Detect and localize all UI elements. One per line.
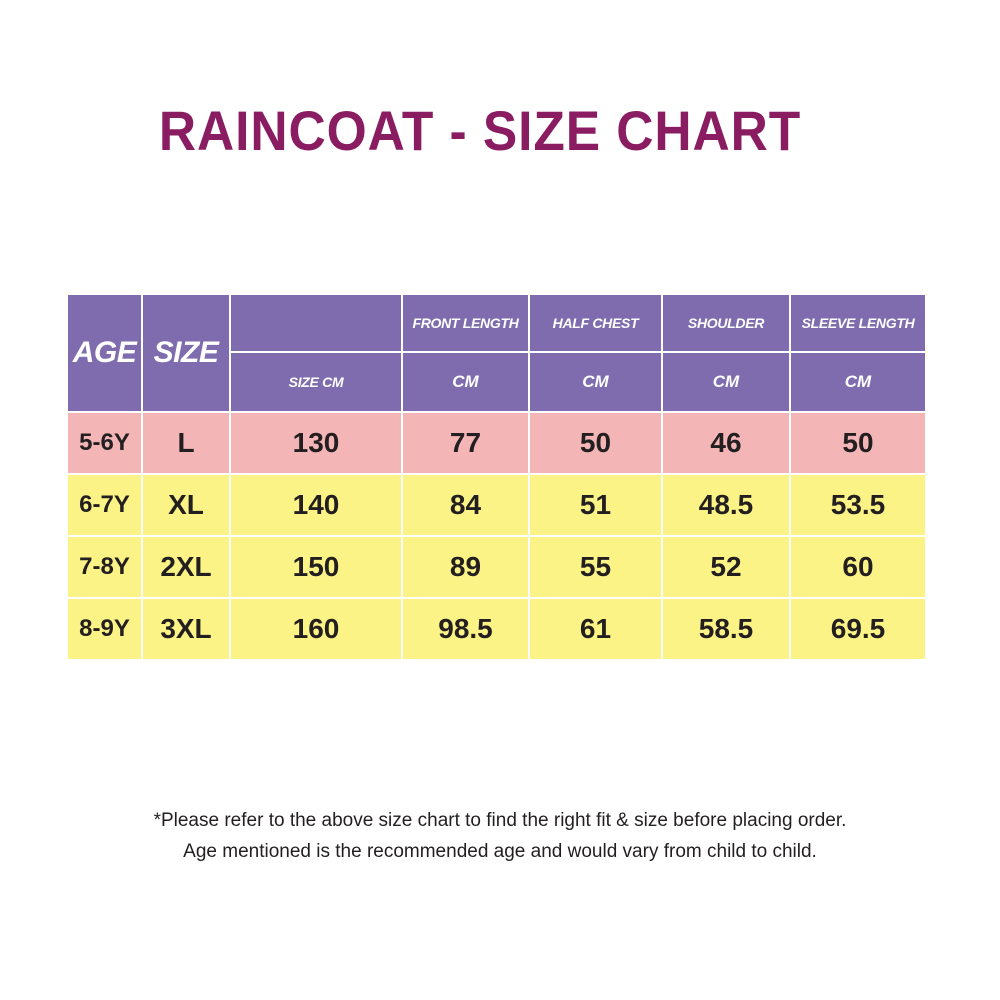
table-row: 8-9Y 3XL 160 98.5 61 58.5 69.5 — [66, 597, 927, 661]
shoulder-cell: 52 — [661, 535, 791, 599]
table-row: 5-6Y L 130 77 50 46 50 — [66, 411, 927, 475]
size-note: *Please refer to the above size chart to… — [153, 810, 847, 831]
table-row: 7-8Y 2XL 150 89 55 52 60 — [66, 535, 927, 599]
size-header: SIZE — [141, 293, 231, 413]
half-chest-unit: CM — [528, 351, 663, 413]
sleeve-length-cell: 50 — [789, 411, 927, 475]
sleeve-length-header: SLEEVE LENGTH — [789, 293, 927, 353]
age-value: 5-6Y — [79, 429, 130, 456]
header-row-top: AGE SIZE FRONT LENGTH HALF CHEST SHOULDE… — [66, 293, 927, 413]
shoulder-unit: CM — [661, 351, 791, 413]
age-value: 8-9Y — [79, 615, 130, 642]
shoulder-cell: 48.5 — [661, 473, 791, 537]
header-row-bottom: SIZE CM CM CM CM CM — [67, 351, 927, 413]
age-value: 7-8Y — [79, 553, 130, 580]
age-header: AGE — [66, 293, 143, 413]
size-cell: 3XL — [141, 597, 231, 661]
size-cell: L — [141, 411, 231, 475]
age-value: 6-7Y — [79, 491, 130, 518]
front-length-cell: 84 — [401, 473, 530, 537]
size-cell: 2XL — [141, 535, 231, 599]
age-note: Age mentioned is the recommended age and… — [183, 841, 817, 862]
half-chest-cell: 51 — [528, 473, 663, 537]
half-chest-cell: 55 — [528, 535, 663, 599]
size-cm-cell: 130 — [229, 411, 403, 475]
size-cm-cell: 140 — [229, 473, 403, 537]
shoulder-cell: 46 — [661, 411, 791, 475]
age-cell: 8-9Y — [66, 597, 143, 661]
front-length-header: FRONT LENGTH — [401, 293, 530, 353]
size-cm-cell: 160 — [229, 597, 403, 661]
size-chart-table: AGE SIZE FRONT LENGTH HALF CHEST SHOULDE… — [66, 293, 927, 661]
sleeve-length-cell: 53.5 — [789, 473, 927, 537]
sleeve-length-unit: CM — [789, 351, 927, 413]
front-length-cell: 89 — [401, 535, 530, 599]
size-cell: XL — [141, 473, 231, 537]
half-chest-cell: 61 — [528, 597, 663, 661]
front-length-cell: 77 — [401, 411, 530, 475]
shoulder-header: SHOULDER — [661, 293, 791, 353]
shoulder-cell: 58.5 — [661, 597, 791, 661]
front-length-cell: 98.5 — [401, 597, 530, 661]
age-cell: 6-7Y — [66, 473, 143, 537]
sleeve-length-cell: 69.5 — [789, 597, 927, 661]
size-cm-cell: 150 — [229, 535, 403, 599]
page-title: RAINCOAT - SIZE CHART — [158, 99, 802, 162]
front-length-unit: CM — [401, 351, 530, 413]
table-row: 6-7Y XL 140 84 51 48.5 53.5 — [66, 473, 927, 537]
half-chest-header: HALF CHEST — [528, 293, 663, 353]
half-chest-cell: 50 — [528, 411, 663, 475]
age-cell: 5-6Y — [66, 411, 143, 475]
size-cm-header-top — [229, 293, 403, 353]
size-cm-header: SIZE CM — [229, 351, 403, 413]
sleeve-length-cell: 60 — [789, 535, 927, 599]
age-cell: 7-8Y — [66, 535, 143, 599]
